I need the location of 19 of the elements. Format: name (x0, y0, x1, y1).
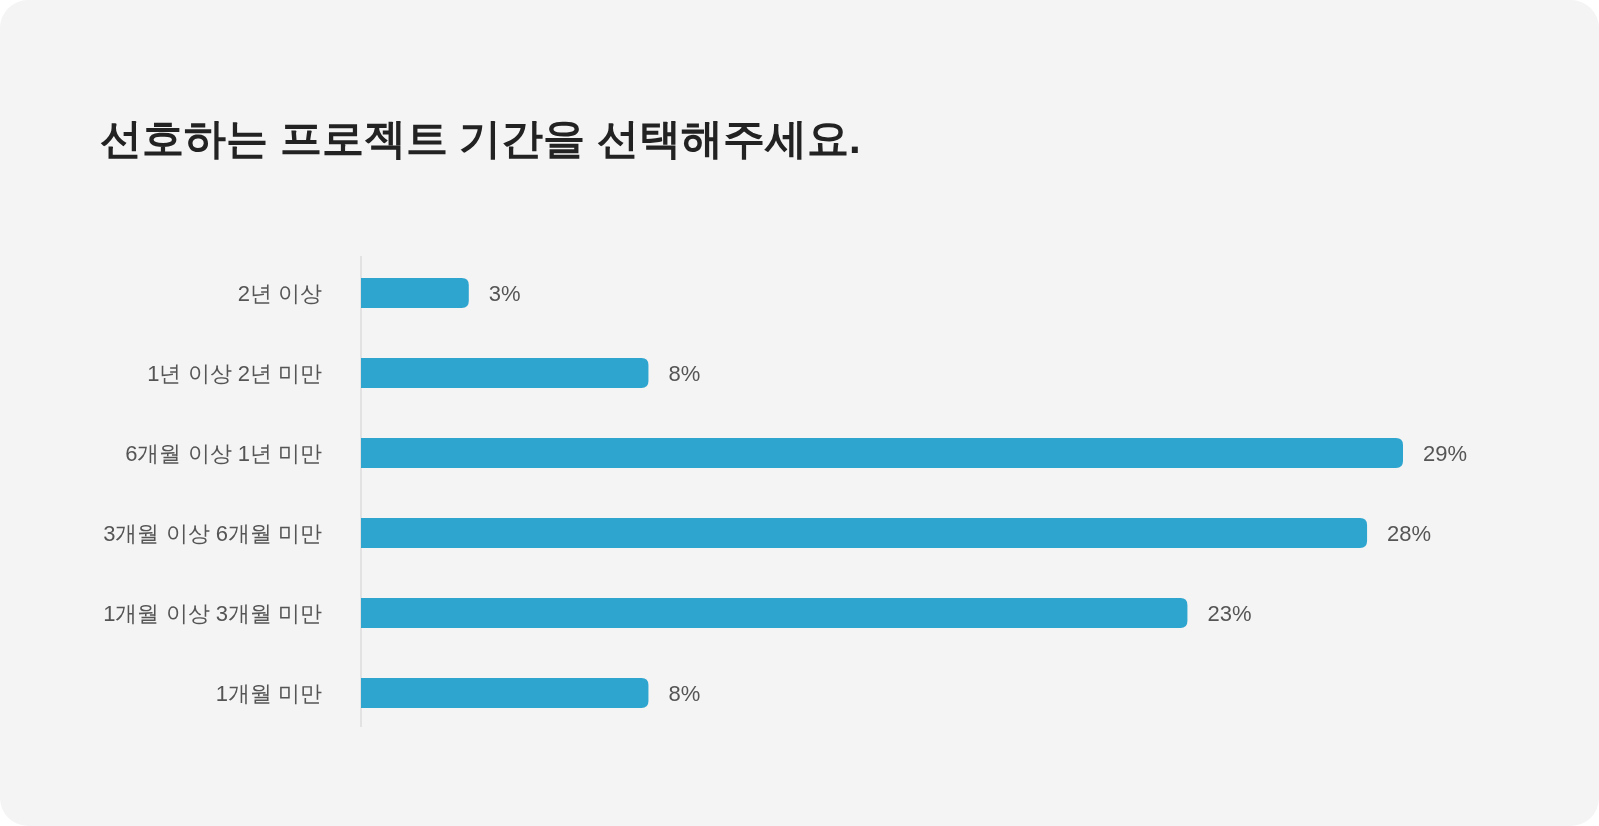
data-label: 8% (668, 681, 701, 706)
y-tick-label: 1개월 미만 (215, 681, 322, 706)
bar (361, 278, 469, 308)
chart-title: 선호하는 프로젝트 기간을 선택해주세요. (100, 115, 861, 162)
bar (361, 678, 649, 708)
y-tick-label: 1개월 이상 3개월 미만 (103, 601, 322, 626)
bar (361, 598, 1188, 628)
y-tick-label: 6개월 이상 1년 미만 (125, 441, 322, 466)
y-tick-label: 2년 이상 (237, 281, 322, 306)
data-label: 3% (488, 281, 521, 306)
data-label: 8% (668, 361, 701, 386)
bar (361, 518, 1368, 548)
data-label: 29% (1423, 441, 1468, 466)
data-label: 28% (1387, 521, 1432, 546)
bar (361, 358, 649, 388)
y-tick-label: 3개월 이상 6개월 미만 (103, 521, 322, 546)
y-tick-label: 1년 이상 2년 미만 (147, 361, 322, 386)
data-label: 23% (1207, 601, 1252, 626)
bar (361, 438, 1403, 468)
